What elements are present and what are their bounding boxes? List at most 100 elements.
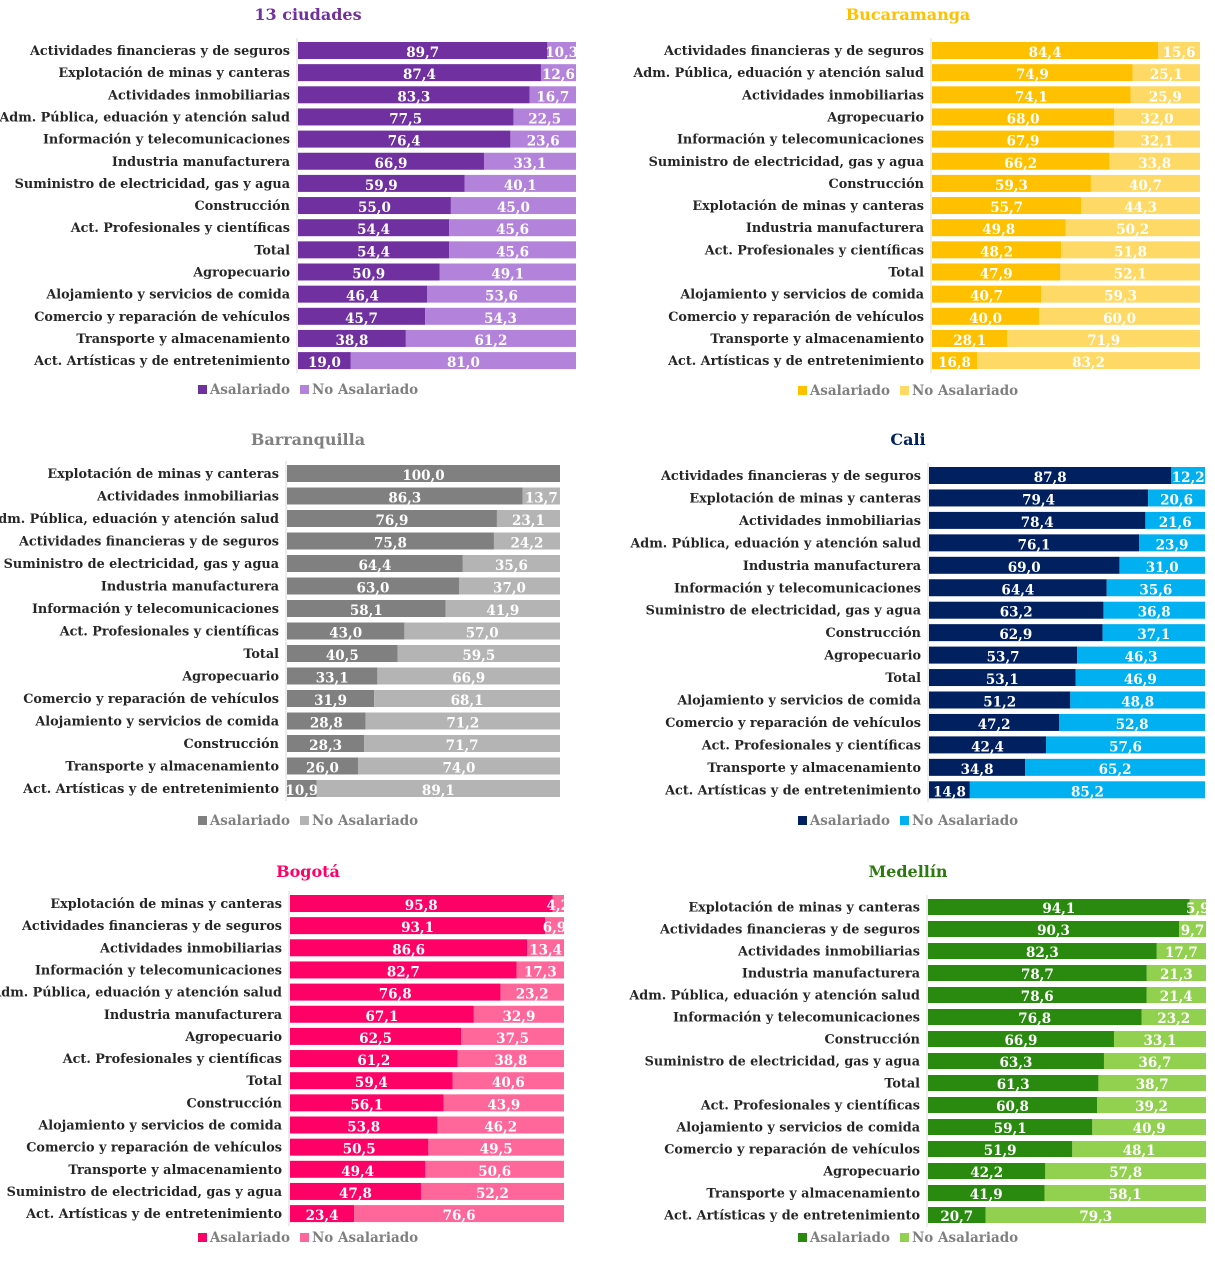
category-label: Agropecuario [823,649,921,664]
data-label: 43,9 [487,1097,520,1113]
bar-no-asalariado [1113,130,1200,148]
bar-no-asalariado [1109,152,1200,170]
bar-asalariado [932,329,1008,347]
data-label: 21,4 [1160,989,1193,1005]
bar-asalariado [932,241,1062,259]
legend-swatch [299,1233,309,1242]
data-label: 83,3 [397,89,430,105]
data-label: 100,0 [402,468,444,484]
data-label: 85,2 [1071,784,1104,800]
legend-item-no-asalariado: No Asalariado [299,382,418,398]
bar-no-asalariado [1046,736,1205,754]
bar-asalariado [928,1031,1114,1047]
legend-item-no-asalariado: No Asalariado [299,813,418,829]
bar-asalariado [928,1163,1046,1179]
data-label: 26,0 [306,761,339,777]
data-label: 24,2 [511,536,544,552]
category-label: Act. Profesionales y científicas [704,243,924,258]
legend-item-no-asalariado: No Asalariado [899,1230,1018,1246]
data-label: 89,7 [406,45,439,61]
bar-asalariado [929,758,1026,776]
bar-no-asalariado [1141,1009,1206,1025]
category-label: Total [243,647,279,662]
category-label: Actividades financieras y de seguros [663,44,924,59]
bar-asalariado [932,64,1133,82]
data-label: 95,8 [405,898,438,914]
bar-asalariado [928,1097,1098,1113]
data-label: 68,0 [1007,111,1040,127]
data-label: 46,4 [346,289,379,305]
data-label: 28,1 [953,333,986,349]
bar-asalariado [928,1119,1093,1135]
category-label: Act. Profesionales y científicas [59,625,279,640]
data-label: 12,2 [1172,470,1205,486]
data-label: 23,2 [516,987,549,1003]
bar-asalariado [298,130,511,148]
data-label: 44,3 [1124,200,1157,216]
data-label: 19,0 [308,355,341,371]
data-label: 66,9 [452,671,485,687]
bar-no-asalariado [439,263,576,281]
bar-no-asalariado [1158,42,1200,59]
data-label: 67,1 [365,1009,398,1025]
data-label: 35,6 [1139,582,1172,598]
legend-item-asalariado: Asalariado [197,382,290,398]
bar-asalariado [298,108,514,126]
bar-no-asalariado [1102,624,1205,642]
data-label: 90,3 [1037,923,1070,939]
bar-asalariado [290,1072,453,1090]
data-label: 63,3 [1000,1055,1033,1071]
data-label: 5,9 [1186,901,1210,917]
bar-no-asalariado [1075,669,1205,687]
data-label: 59,3 [995,178,1028,194]
data-label: 14,8 [933,784,966,800]
bar-no-asalariado [1106,579,1205,597]
category-label: Explotación de minas y canteras [58,66,290,81]
category-label: Construcción [184,737,280,752]
data-label: 53,1 [986,672,1019,688]
data-label: 76,4 [388,134,421,150]
bar-asalariado [290,1116,438,1134]
bar-asalariado [932,152,1110,170]
legend-item-asalariado: Asalariado [197,813,290,829]
bar-no-asalariado [1092,1119,1206,1135]
bar-no-asalariado [529,86,576,104]
data-label: 59,5 [462,648,495,664]
bar-no-asalariado [1146,987,1206,1003]
data-label: 23,6 [527,134,560,150]
category-label: Act. Artísticas y de entretenimiento [663,1209,920,1224]
category-label: Adm. Pública, eduación y atención salud [0,512,279,527]
bar-no-asalariado [450,197,576,215]
data-label: 74,1 [1015,89,1048,105]
bar-no-asalariado [1077,646,1205,664]
bar-no-asalariado [428,1138,564,1156]
data-label: 47,8 [339,1186,372,1202]
data-label: 78,4 [1021,515,1054,531]
bar-asalariado [932,219,1066,237]
data-label: 31,9 [314,693,347,709]
chart-panel-bogota: Bogotá Explotación de minas y canteras 95,… [0,862,608,1282]
bar-no-asalariado [397,645,560,662]
bar-no-asalariado [357,757,560,775]
bar-no-asalariado [1145,511,1205,529]
data-label: 38,8 [335,333,368,349]
data-label: 71,9 [1087,333,1120,349]
bar-no-asalariado [437,1116,564,1134]
bar-no-asalariado [985,1207,1206,1223]
category-label: Transporte y almacenamiento [710,332,924,347]
data-label: 17,3 [524,964,557,980]
bar-no-asalariado [1139,534,1205,552]
data-label: 46,3 [1125,650,1158,666]
data-label: 40,7 [1129,178,1162,194]
data-label: 60,0 [1103,311,1136,327]
bar-no-asalariado [420,1182,564,1200]
data-label: 89,1 [422,783,455,799]
bar-asalariado [287,487,523,505]
data-label: 10,3 [545,45,578,61]
data-label: 74,9 [1016,67,1049,83]
bar-asalariado [290,1160,426,1178]
legend-item-asalariado: Asalariado [797,1230,890,1246]
category-label: Actividades inmobiliarias [738,514,921,529]
data-label: 40,6 [492,1075,525,1091]
bar-no-asalariado [1113,1031,1206,1047]
